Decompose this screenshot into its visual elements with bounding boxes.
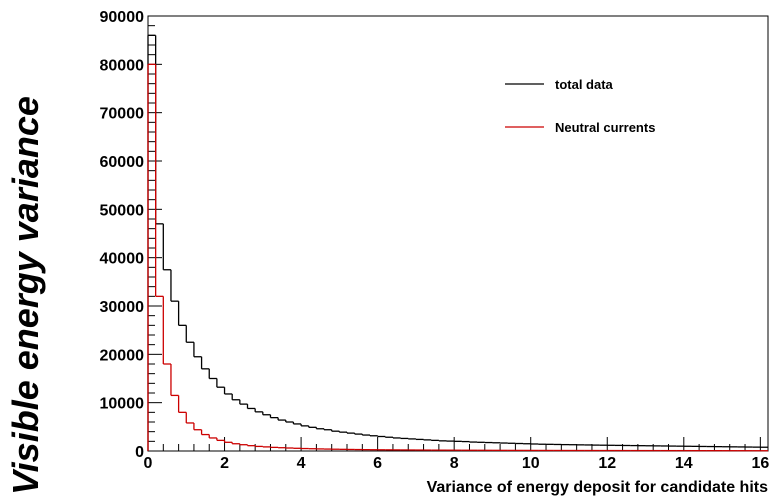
legend-label-neutral-currents: Neutral currents (555, 120, 655, 135)
x-tick-label: 10 (522, 455, 540, 472)
x-tick-label: 2 (220, 455, 229, 472)
x-tick-label: 12 (598, 455, 616, 472)
legend: total data Neutral currents (505, 77, 655, 135)
legend-label-total-data: total data (555, 77, 614, 92)
x-axis-title: Variance of energy deposit for candidate… (427, 479, 769, 496)
x-tick-label: 16 (751, 455, 769, 472)
x-tick-label: 8 (450, 455, 459, 472)
y-tick-label: 30000 (100, 299, 145, 316)
y-tick-label: 50000 (100, 202, 145, 219)
y-tick-label: 10000 (100, 396, 145, 413)
series-layer (147, 34, 768, 452)
series-total-data (147, 34, 768, 451)
x-tick-label: 14 (675, 455, 693, 472)
y-tick-label: 80000 (100, 57, 145, 74)
y-tick-label: 0 (135, 444, 144, 461)
y-tick-label: 70000 (100, 106, 145, 123)
y-tick-label: 60000 (100, 154, 145, 171)
y-tick-label: 20000 (100, 347, 145, 364)
plot-frame (147, 15, 769, 452)
x-tick-label: 6 (373, 455, 382, 472)
y-tick-label: 40000 (100, 251, 145, 268)
x-tick-label: 4 (297, 455, 306, 472)
y-axis-title: Visible energy variance (5, 96, 46, 495)
plot-axes: 0 10000 20000 30000 40000 50000 60000 70000 8000… (100, 9, 770, 472)
x-tick-label: 0 (144, 455, 153, 472)
series-neutral-currents (147, 63, 768, 452)
y-tick-label: 90000 (100, 9, 145, 26)
